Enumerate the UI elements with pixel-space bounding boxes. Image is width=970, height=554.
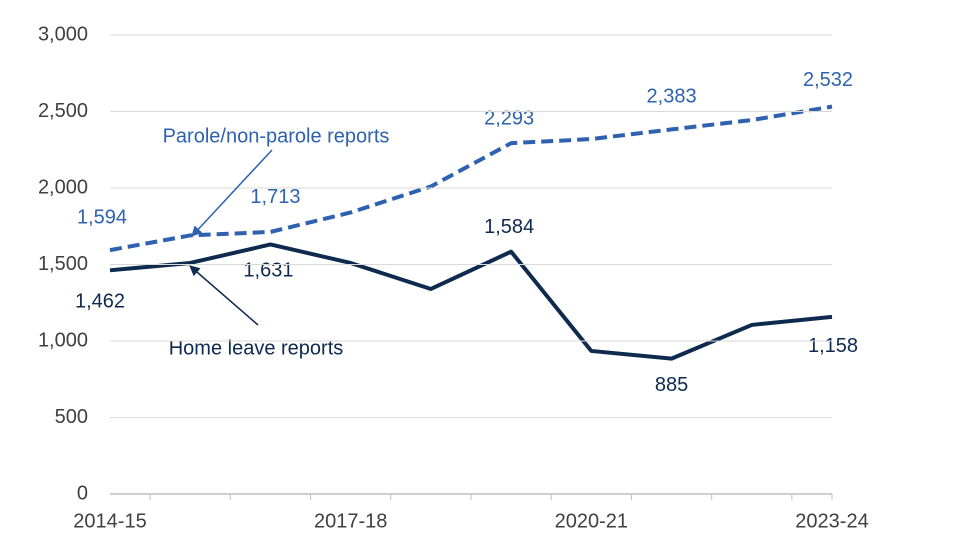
data-label: 1,584 [484, 216, 534, 238]
data-label: 1,594 [77, 206, 127, 228]
y-tick-label: 3,000 [38, 23, 88, 45]
y-tick-label: 1,500 [38, 253, 88, 275]
series-annotation: Parole/non-parole reports [163, 125, 390, 147]
y-tick-label: 2,000 [38, 176, 88, 198]
data-label: 1,631 [243, 260, 293, 282]
data-label: 1,462 [75, 291, 125, 313]
data-label: 2,383 [647, 86, 697, 108]
y-tick-label: 2,500 [38, 100, 88, 122]
data-label: 1,713 [250, 186, 300, 208]
annotation-arrow [191, 149, 273, 237]
x-tick-label: 2020-21 [555, 510, 628, 532]
y-tick-label: 1,000 [38, 329, 88, 351]
series-line [109, 104, 833, 253]
x-tick-label: 2023-24 [795, 510, 868, 532]
data-label: 885 [655, 374, 688, 396]
y-tick-label: 500 [55, 406, 88, 428]
series-line [109, 242, 833, 361]
data-label: 2,293 [484, 107, 534, 129]
data-label: 1,158 [808, 335, 858, 357]
x-tick-label: 2017-18 [314, 510, 387, 532]
data-label: 2,532 [803, 69, 853, 91]
x-tick-label: 2014-15 [73, 510, 146, 532]
series-annotation: Home leave reports [169, 337, 344, 359]
annotation-arrow [189, 265, 259, 326]
y-tick-label: 0 [77, 482, 88, 504]
